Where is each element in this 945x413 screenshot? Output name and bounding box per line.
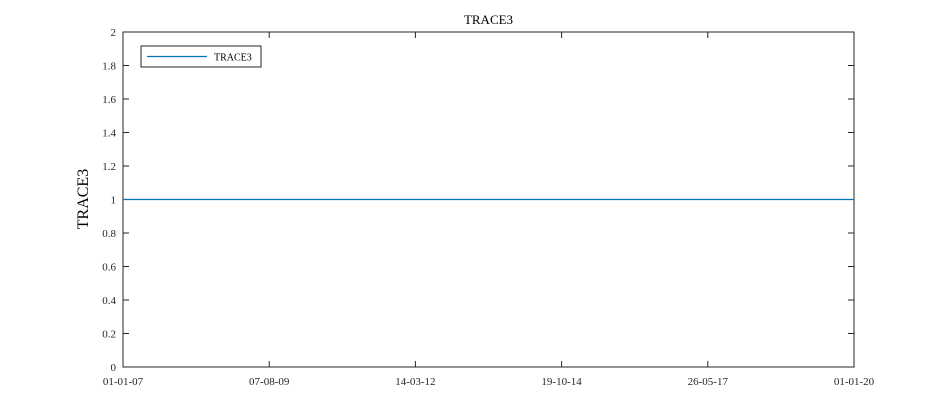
x-tick-label: 19-10-14 (541, 376, 582, 388)
y-tick-label: 2 (111, 27, 117, 39)
y-tick-label: 0.4 (102, 295, 116, 307)
y-axis-ticks: 0 0.2 0.4 0.6 0.8 1 1.2 1.4 1.6 1.8 2 (102, 27, 854, 374)
x-tick-label: 01-01-20 (834, 376, 875, 388)
y-tick-label: 0.2 (102, 329, 116, 341)
x-axis-ticks: 01-01-07 07-08-09 14-03-12 19-10-14 26-05-17… (103, 32, 875, 388)
y-tick-label: 1.6 (102, 94, 116, 106)
x-tick-label: 26-05-17 (688, 376, 729, 388)
chart-title: TRACE3 (464, 12, 513, 27)
legend[interactable]: TRACE3 (140, 45, 262, 68)
y-tick-label: 1.8 (102, 61, 116, 73)
y-tick-label: 0.6 (102, 262, 116, 274)
legend-label-trace3: TRACE3 (214, 53, 252, 64)
y-tick-label: 0.8 (102, 228, 116, 240)
y-tick-label: 1.2 (102, 161, 116, 173)
y-tick-label: 1 (111, 195, 117, 207)
y-tick-label: 1.4 (102, 128, 116, 140)
y-tick-label: 0 (111, 362, 117, 374)
x-tick-label: 07-08-09 (249, 376, 290, 388)
x-tick-label: 14-03-12 (395, 376, 435, 388)
y-axis-label: TRACE3 (75, 169, 92, 229)
x-tick-label: 01-01-07 (103, 376, 144, 388)
